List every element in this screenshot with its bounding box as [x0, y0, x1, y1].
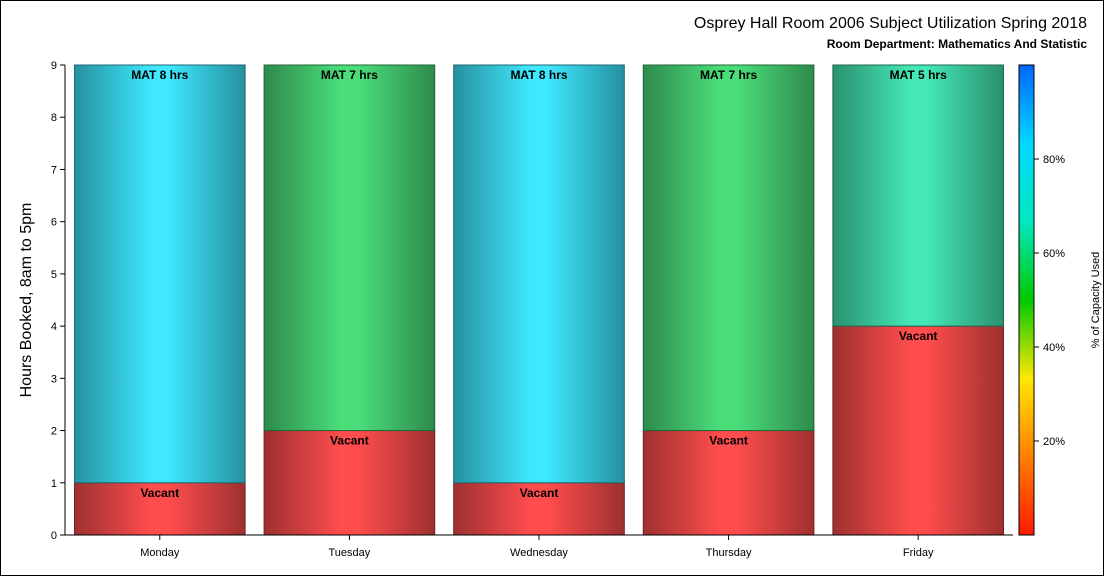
y-axis: 0 1 2 3 4 5 6 7 8 9: [51, 60, 66, 542]
bar-label: MAT 8 hrs: [510, 68, 567, 82]
colorbar-tick-label: 20%: [1043, 436, 1065, 448]
y-tick-label: 8: [51, 112, 57, 124]
bar-segment: [832, 325, 1005, 536]
chart-title: Osprey Hall Room 2006 Subject Utilizatio…: [694, 15, 1087, 32]
chart-subtitle: Room Department: Mathematics And Statist…: [827, 37, 1088, 51]
y-tick-label: 7: [51, 164, 57, 176]
y-tick-label: 2: [51, 426, 57, 438]
y-tick-label: 1: [51, 478, 57, 490]
plot-area: Vacant MAT 8 hrs Vacant MAT 7 hrs Vacant MAT …: [73, 64, 1005, 536]
x-tick-label: Monday: [140, 547, 180, 559]
colorbar-gradient: [1018, 64, 1035, 536]
colorbar-legend: 20% 40% 60% 80%: [1018, 64, 1065, 536]
y-tick-label: 0: [51, 530, 57, 542]
bar-segment: [73, 64, 246, 484]
bar-label: Vacant: [520, 486, 559, 500]
bar-label: Vacant: [140, 486, 179, 500]
colorbar-tick-label: 80%: [1043, 154, 1065, 166]
y-tick-label: 6: [51, 217, 57, 229]
y-tick-label: 9: [51, 60, 57, 72]
bar-label: Vacant: [709, 434, 748, 448]
bar-segment: [642, 430, 815, 536]
bar-segment: [263, 64, 436, 432]
y-axis-label: Hours Booked, 8am to 5pm: [18, 203, 35, 398]
y-tick-label: 5: [51, 269, 57, 281]
bar-label: MAT 7 hrs: [700, 68, 757, 82]
colorbar-tick-label: 60%: [1043, 248, 1065, 260]
bar-segment: [453, 482, 625, 536]
colorbar-label: % of Capacity Used: [1090, 252, 1102, 349]
y-tick-label: 4: [51, 321, 57, 333]
bar-label: MAT 5 hrs: [890, 68, 947, 82]
bar-label: Vacant: [330, 434, 369, 448]
bar-segment: [73, 482, 246, 536]
colorbar-tick-label: 40%: [1043, 342, 1065, 354]
x-axis: Monday Tuesday Wednesday Thursday Friday: [65, 534, 1013, 559]
bar-label: MAT 8 hrs: [131, 68, 188, 82]
bar-segment: [832, 64, 1005, 327]
x-tick-label: Wednesday: [510, 547, 568, 559]
x-tick-label: Thursday: [706, 547, 752, 559]
y-tick-label: 3: [51, 373, 57, 385]
x-tick-label: Tuesday: [329, 547, 371, 559]
bar-segment: [453, 64, 625, 484]
bar-label: MAT 7 hrs: [321, 68, 378, 82]
bar-segment: [642, 64, 815, 432]
x-tick-label: Friday: [903, 547, 934, 559]
bar-label: Vacant: [899, 329, 938, 343]
